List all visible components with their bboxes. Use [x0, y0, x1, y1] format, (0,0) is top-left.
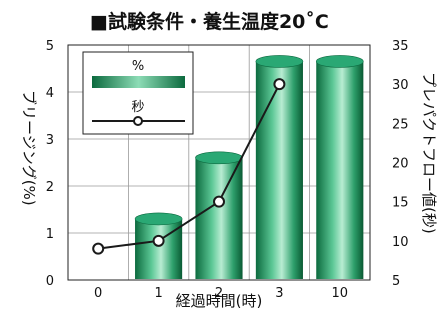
tick-label-x: 0	[94, 286, 102, 301]
tick-label-right: 35	[392, 39, 409, 54]
tick-label-right: 25	[392, 117, 409, 132]
line-point	[152, 234, 165, 247]
y-axis-label-right: プレパクトフロー値(秒)	[420, 72, 438, 234]
bar-body	[316, 61, 364, 280]
legend-label-line: 秒	[131, 100, 144, 115]
x-axis-ticks: 0 1 2 3 10	[94, 286, 348, 301]
left-axis-ticks: 0 1 2 3 4 5	[46, 39, 54, 289]
bar-top	[315, 55, 364, 68]
legend-swatch-bar	[92, 76, 185, 88]
tick-label-right: 20	[392, 157, 409, 172]
tick-label-left: 2	[46, 180, 54, 195]
line-point	[213, 195, 225, 208]
bar-body	[195, 157, 243, 279]
bar	[315, 55, 364, 280]
legend: % 秒	[82, 51, 194, 135]
line-point	[273, 78, 286, 91]
bar-top	[134, 212, 183, 226]
tick-label-right: 10	[392, 235, 409, 250]
bar-top	[255, 55, 304, 68]
bar-top	[195, 151, 243, 165]
tick-label-right: 5	[392, 274, 400, 289]
legend-label-bar: %	[132, 59, 144, 74]
y-axis-label-left: ブリージング(%)	[20, 90, 38, 206]
legend-swatch-marker	[133, 116, 143, 126]
tick-label-left: 4	[46, 86, 54, 101]
plot-frame	[67, 44, 371, 281]
tick-label-x: 3	[275, 286, 283, 301]
bar-body	[255, 61, 303, 280]
bar	[255, 55, 304, 280]
tick-label-x: 1	[154, 286, 162, 301]
right-axis-ticks: 5 10 15 20 25 30 35	[392, 39, 409, 289]
tick-label-x: 10	[332, 286, 349, 301]
chart-title: ■試験条件・養生温度20˚C	[90, 10, 329, 33]
tick-label-right: 15	[392, 196, 409, 211]
tick-label-left: 3	[46, 133, 54, 148]
bar-body	[135, 218, 183, 279]
x-axis-label: 経過時間(時)	[176, 292, 263, 310]
line-series	[92, 78, 286, 255]
tick-label-left: 1	[46, 227, 54, 242]
tick-label-x: 2	[215, 286, 223, 301]
tick-label-right: 30	[392, 78, 409, 93]
tick-label-left: 0	[46, 274, 54, 289]
tick-label-left: 5	[46, 39, 54, 54]
line-point	[92, 242, 105, 255]
bar	[195, 151, 243, 279]
bars	[134, 55, 364, 280]
line-path	[98, 83, 281, 250]
